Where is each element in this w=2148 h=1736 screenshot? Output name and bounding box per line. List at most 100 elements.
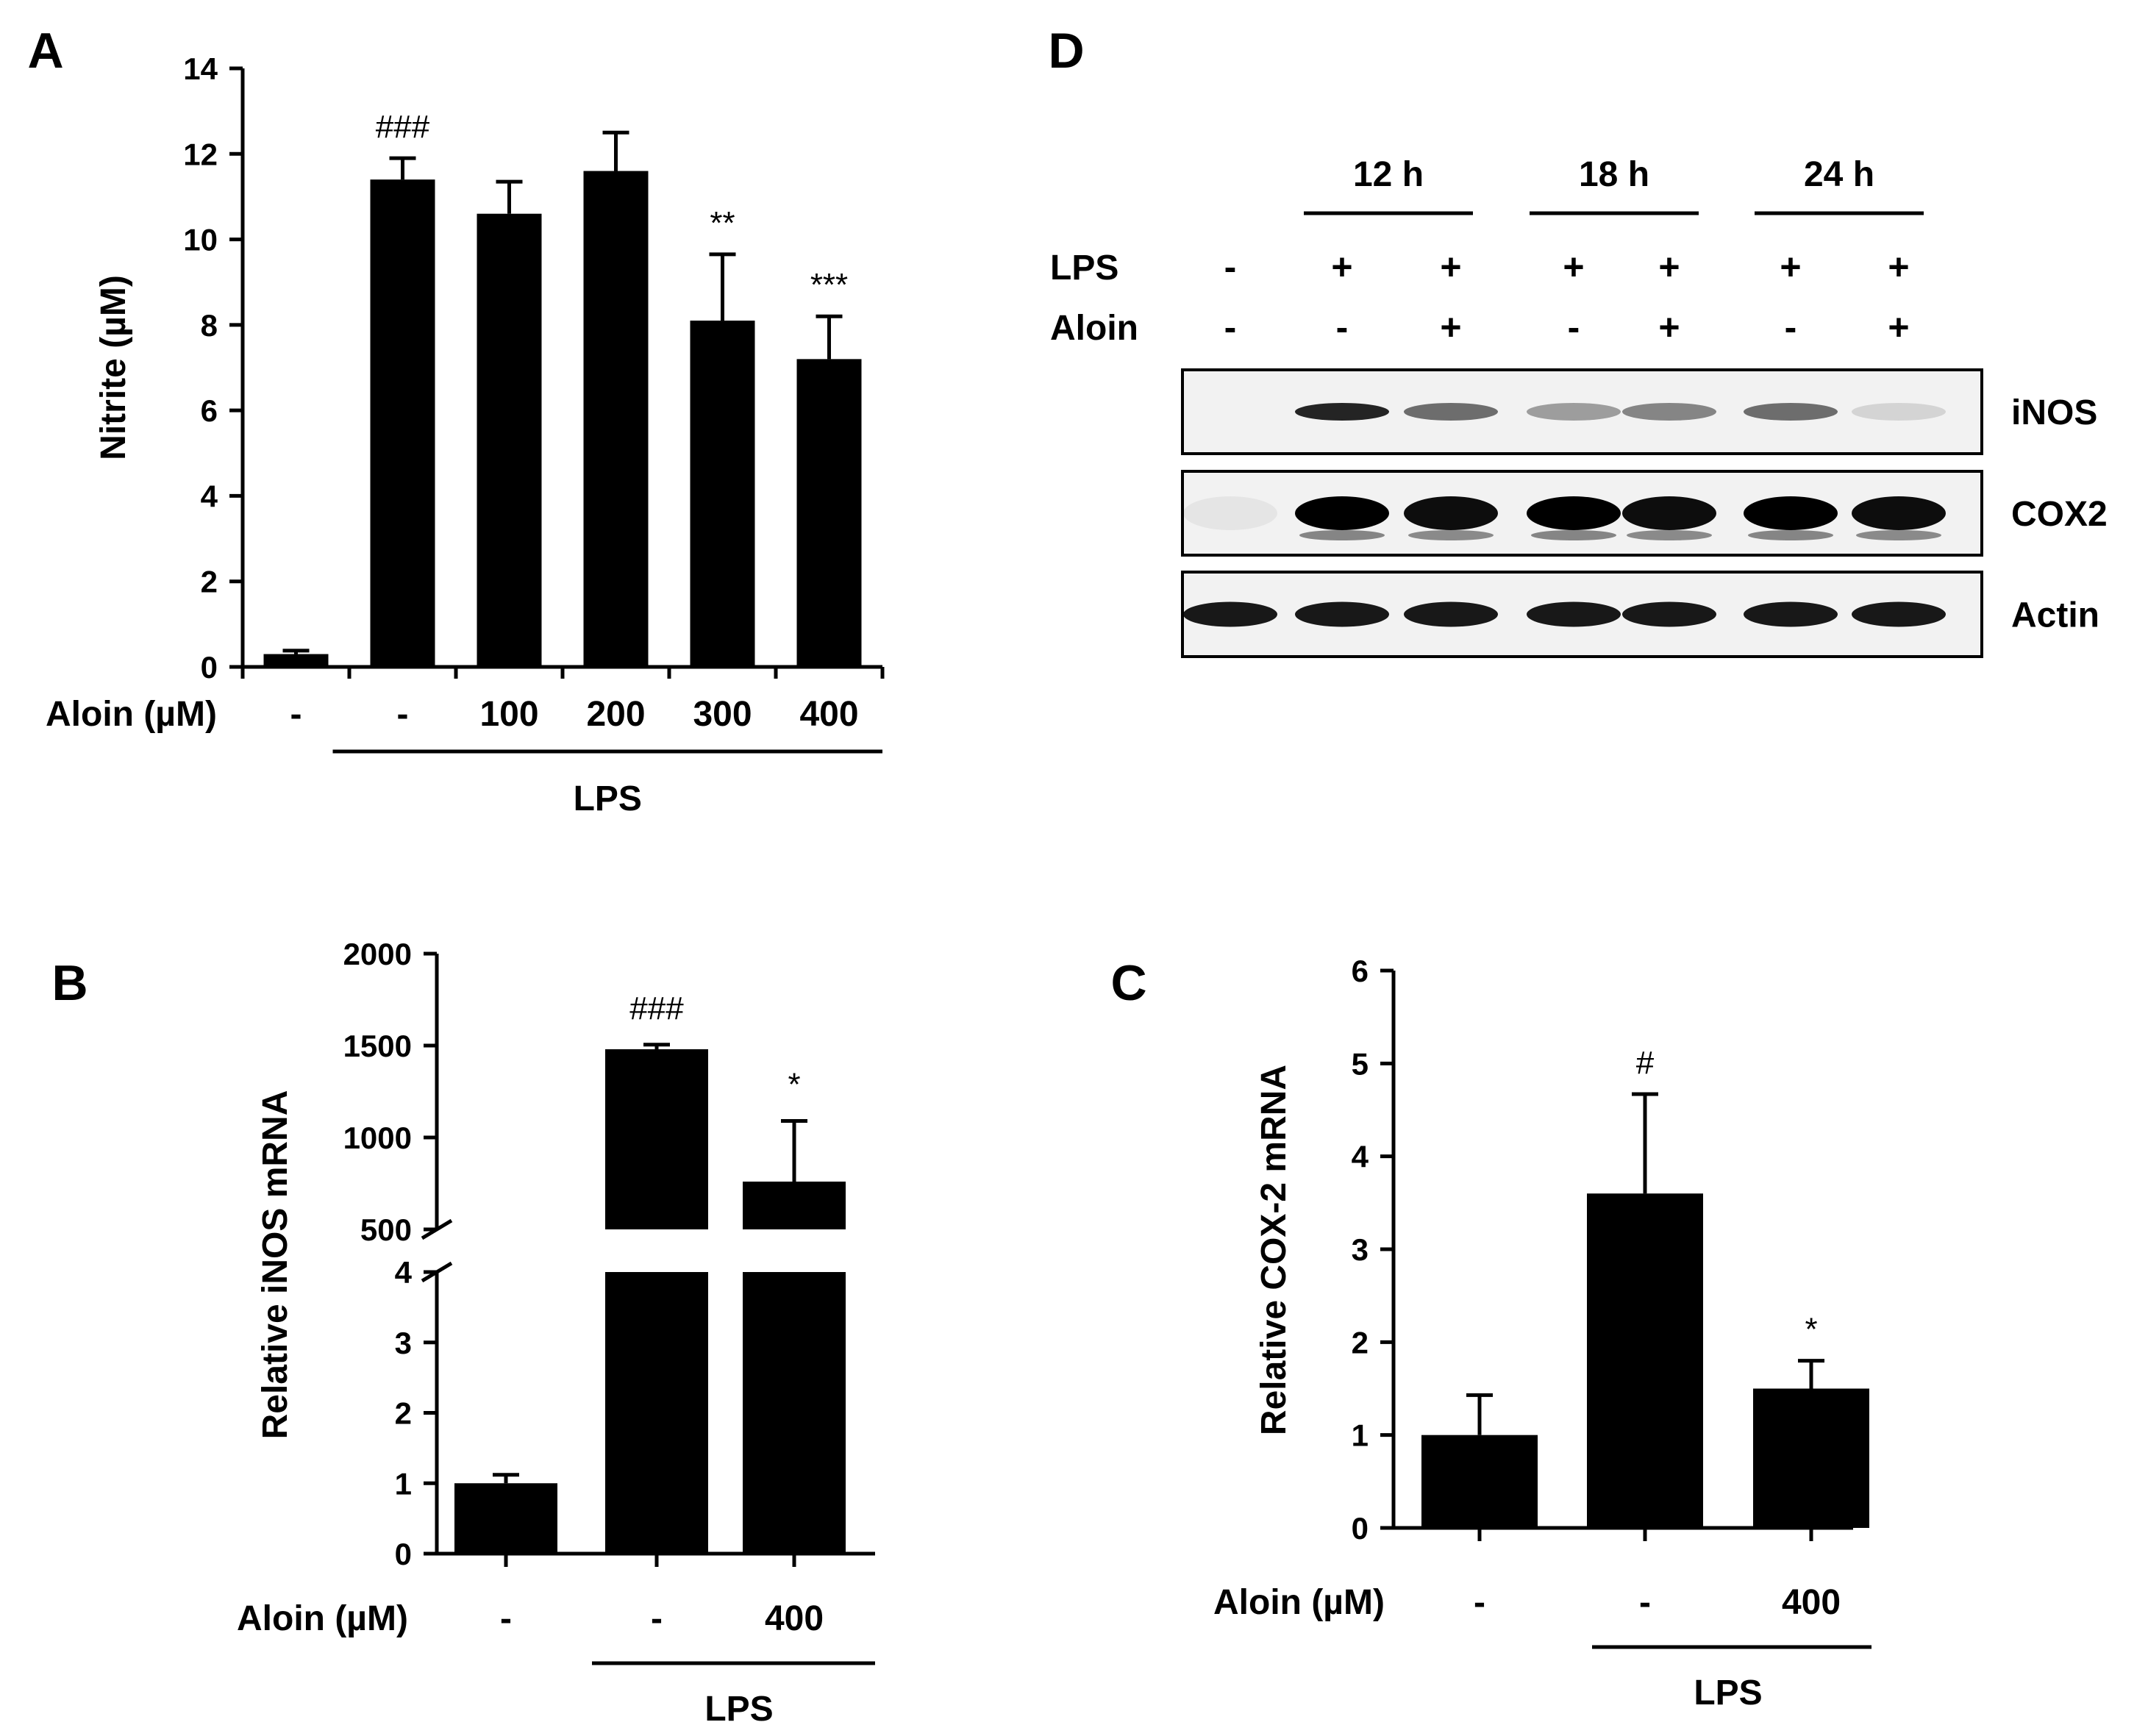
panel-b-group-label: LPS bbox=[704, 1690, 773, 1729]
panel-d-band-cox2 bbox=[1622, 496, 1716, 530]
panel-letter-b: B bbox=[51, 955, 88, 1011]
panel-b-y-tick-label: 2 bbox=[395, 1396, 412, 1431]
panel-d-lps-sign: + bbox=[1780, 246, 1801, 287]
panel-d-aloin-sign: - bbox=[1785, 307, 1797, 348]
panel-d-band-cox2 bbox=[1744, 496, 1838, 530]
panel-d-band-actin bbox=[1295, 601, 1389, 627]
panel-d-band-cox2-lower bbox=[1299, 530, 1385, 540]
panel-c-group-label: LPS bbox=[1694, 1674, 1762, 1712]
panel-c-y-tick-label: 6 bbox=[1352, 954, 1369, 988]
panel-a-category-label: 100 bbox=[479, 695, 538, 734]
panel-d-lps-sign: + bbox=[1440, 246, 1461, 287]
panel-d-band-inos bbox=[1852, 403, 1946, 421]
panel-b-y-tick-label: 1500 bbox=[343, 1029, 412, 1063]
panel-a-y-tick-label: 2 bbox=[201, 565, 218, 599]
panel-a-y-tick-label: 6 bbox=[201, 393, 218, 428]
panel-d-band-inos bbox=[1527, 403, 1621, 421]
panel-b-significance: * bbox=[788, 1067, 800, 1103]
panel-d-band-inos bbox=[1622, 403, 1716, 421]
panel-c-bar bbox=[1587, 1193, 1703, 1528]
panel-a-y-tick-label: 14 bbox=[183, 51, 218, 86]
panel-c-y-tick-label: 1 bbox=[1352, 1418, 1369, 1453]
panel-a-bar bbox=[796, 359, 862, 667]
panel-c-significance: * bbox=[1805, 1312, 1817, 1348]
panel-d-lps-sign: + bbox=[1658, 246, 1680, 287]
panel-a-bar bbox=[583, 171, 649, 668]
panel-d-band-label: Actin bbox=[2011, 596, 2099, 635]
panel-a-y-tick-label: 8 bbox=[201, 308, 218, 343]
panel-a-category-label: - bbox=[397, 695, 409, 734]
panel-d-band-actin bbox=[1404, 601, 1498, 627]
panel-a-bar bbox=[370, 179, 435, 667]
panel-d-aloin-row-label: Aloin bbox=[1050, 309, 1138, 348]
panel-a-y-tick-label: 0 bbox=[201, 650, 218, 685]
panel-b-category-label: 400 bbox=[765, 1599, 824, 1638]
panel-b-category-label: - bbox=[651, 1599, 663, 1638]
panel-a-category-label: - bbox=[290, 695, 302, 734]
panel-b-bar-lower-segment bbox=[743, 1272, 846, 1554]
panel-a-treatment-label: Aloin (µM) bbox=[46, 695, 217, 734]
panel-d-timepoint-label: 24 h bbox=[1804, 155, 1874, 194]
panel-b-y-tick-label: 1000 bbox=[343, 1121, 412, 1155]
panel-c-y-axis-label: Relative COX-2 mRNA bbox=[1255, 1065, 1294, 1435]
panel-a-bar bbox=[690, 321, 755, 667]
panel-b-significance: ### bbox=[629, 990, 684, 1026]
panel-c-y-tick-label: 0 bbox=[1352, 1511, 1369, 1546]
panel-d-timepoint-label: 18 h bbox=[1579, 155, 1649, 194]
panel-d-aloin-sign: + bbox=[1888, 307, 1909, 348]
panel-b-bar-lower-segment bbox=[605, 1272, 708, 1554]
panel-b-y-axis-label: Relative iNOS mRNA bbox=[256, 1090, 295, 1440]
panel-d-band-actin bbox=[1183, 601, 1277, 627]
panel-d-band-inos bbox=[1744, 403, 1838, 421]
panel-a-category-label: 300 bbox=[693, 695, 752, 734]
panel-a-significance: ### bbox=[376, 109, 430, 145]
panel-a-bar bbox=[477, 213, 542, 668]
panel-d-band-actin bbox=[1622, 601, 1716, 627]
panel-d-aloin-sign: - bbox=[1224, 307, 1237, 348]
panel-a-y-tick-label: 4 bbox=[201, 479, 218, 513]
panel-d-band-inos bbox=[1295, 403, 1389, 421]
panel-c-y-tick-label: 4 bbox=[1352, 1140, 1369, 1174]
panel-d-band-actin bbox=[1852, 601, 1946, 627]
panel-c-significance: # bbox=[1636, 1045, 1655, 1081]
panel-d-band-actin bbox=[1744, 601, 1838, 627]
panel-letter-d: D bbox=[1048, 23, 1084, 79]
panel-d-band-cox2 bbox=[1295, 496, 1389, 530]
panel-d-band-actin bbox=[1527, 601, 1621, 627]
panel-c-category-label: - bbox=[1474, 1583, 1485, 1622]
panel-b-y-tick-label: 1 bbox=[395, 1466, 412, 1501]
panel-c-bar bbox=[1753, 1388, 1869, 1528]
panel-c-category-label: - bbox=[1639, 1583, 1651, 1622]
panel-d-band-label: COX2 bbox=[2011, 495, 2108, 534]
panel-a-category-label: 400 bbox=[799, 695, 858, 734]
panel-c-y-tick-label: 2 bbox=[1352, 1325, 1369, 1360]
panel-c-category-label: 400 bbox=[1782, 1583, 1841, 1622]
panel-c-treatment-label: Aloin (µM) bbox=[1213, 1583, 1385, 1622]
panel-a-y-axis-label: Nitrite (µM) bbox=[94, 275, 133, 460]
panel-letter-c: C bbox=[1110, 955, 1146, 1011]
panel-d-band-cox2 bbox=[1527, 496, 1621, 530]
panel-d-band-cox2-lower bbox=[1531, 530, 1616, 540]
panel-b-y-tick-label: 2000 bbox=[343, 937, 412, 971]
panel-b-y-tick-label: 0 bbox=[395, 1537, 412, 1571]
panel-a-significance: ** bbox=[710, 205, 735, 241]
panel-d-lps-sign: - bbox=[1224, 246, 1237, 287]
panel-d-band-label: iNOS bbox=[2011, 393, 2097, 432]
panel-d-aloin-sign: - bbox=[1336, 307, 1349, 348]
panel-b-y-tick-label: 3 bbox=[395, 1326, 412, 1360]
panel-a-bar bbox=[263, 654, 329, 667]
panel-letter-a: A bbox=[27, 23, 63, 79]
panel-b-bar-upper-segment bbox=[605, 1049, 708, 1229]
panel-b-y-tick-label: 500 bbox=[360, 1212, 412, 1247]
panel-c-y-tick-label: 5 bbox=[1352, 1046, 1369, 1081]
panel-d-aloin-sign: + bbox=[1658, 307, 1680, 348]
panel-b-bar bbox=[454, 1483, 557, 1554]
panel-d-band-cox2-lower bbox=[1748, 530, 1833, 540]
panel-b-treatment-label: Aloin (µM) bbox=[237, 1599, 408, 1638]
panel-a-y-tick-label: 10 bbox=[183, 223, 218, 257]
panel-d-band-cox2-lower bbox=[1408, 530, 1494, 540]
panel-b-y-tick-label: 4 bbox=[395, 1255, 413, 1290]
panel-d-band-inos bbox=[1404, 403, 1498, 421]
panel-d-lps-sign: + bbox=[1563, 246, 1584, 287]
panel-b-bar-upper-segment bbox=[743, 1182, 846, 1229]
